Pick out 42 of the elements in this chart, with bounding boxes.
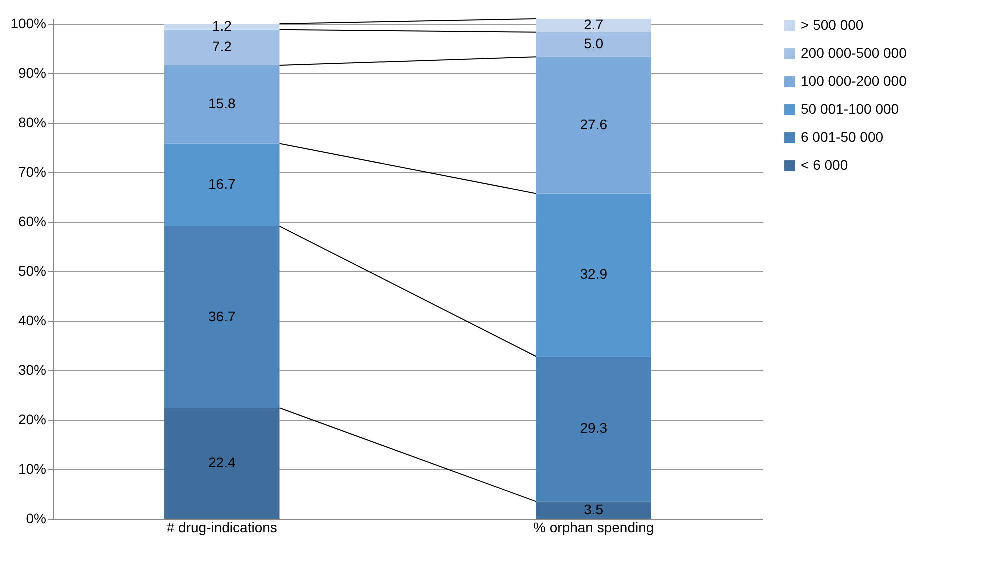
x-tick-label: % orphan spending	[534, 520, 654, 536]
legend-label: 100 000-200 000	[801, 73, 908, 89]
data-label: 16.7	[208, 176, 236, 192]
x-tick-label: # drug-indications	[166, 520, 278, 536]
y-tick-label: 80%	[18, 114, 46, 130]
legend-label: < 6 000	[801, 157, 848, 173]
data-label: 27.6	[580, 116, 608, 132]
bar	[536, 57, 652, 194]
data-label: 22.4	[208, 454, 236, 471]
data-label: 3.5	[584, 501, 604, 518]
legend-label: 6 001-50 000	[801, 129, 884, 145]
data-label: 1.2	[212, 18, 232, 34]
y-tick-label: 60%	[18, 213, 46, 230]
bar	[164, 144, 280, 226]
y-tick-label: 10%	[18, 460, 46, 477]
bar	[164, 408, 280, 519]
data-label: 5.0	[584, 36, 604, 52]
data-label: 2.7	[584, 16, 604, 33]
bar	[536, 194, 652, 357]
y-tick-label: 20%	[18, 411, 46, 428]
bar	[164, 30, 280, 66]
y-tick-label: 0%	[26, 510, 46, 526]
data-label: 36.7	[208, 308, 236, 324]
y-tick-label: 50%	[18, 262, 46, 279]
y-tick-label: 30%	[18, 362, 46, 378]
bar	[536, 502, 652, 519]
y-tick-label: 90%	[18, 64, 46, 81]
bar	[536, 32, 652, 58]
legend-label: 50 001-100 000	[801, 101, 900, 117]
bar	[164, 226, 280, 408]
data-label: 15.8	[208, 96, 236, 112]
y-tick-label: 70%	[18, 164, 46, 180]
bar	[536, 356, 652, 502]
y-tick-label: 40%	[18, 312, 46, 328]
legend-label: 200 000-500 000	[801, 45, 908, 61]
data-label: 29.3	[580, 420, 608, 436]
data-label: 7.2	[212, 38, 232, 55]
bar	[536, 19, 652, 32]
y-tick-label: 100%	[10, 15, 46, 32]
bar	[164, 66, 280, 144]
legend-label: > 500 000	[801, 17, 864, 33]
data-label: 32.9	[580, 266, 608, 282]
